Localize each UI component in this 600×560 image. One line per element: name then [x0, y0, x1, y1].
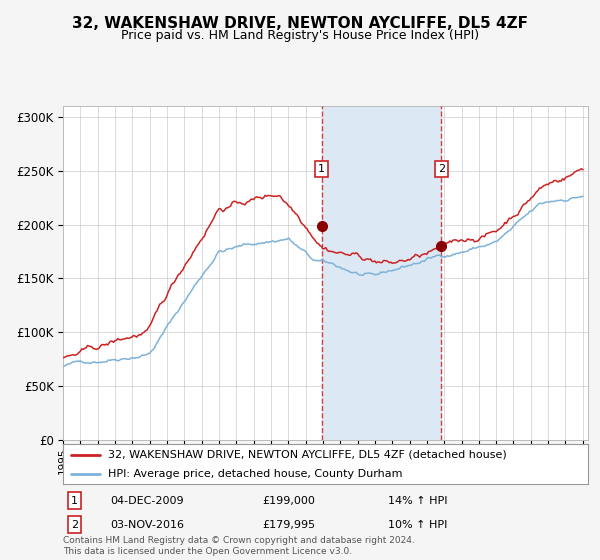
Text: 03-NOV-2016: 03-NOV-2016	[110, 520, 184, 530]
Text: £179,995: £179,995	[263, 520, 316, 530]
Text: 1: 1	[318, 164, 325, 174]
Text: 1: 1	[71, 496, 78, 506]
Text: £199,000: £199,000	[263, 496, 316, 506]
Text: 04-DEC-2009: 04-DEC-2009	[110, 496, 184, 506]
Text: Contains HM Land Registry data © Crown copyright and database right 2024.
This d: Contains HM Land Registry data © Crown c…	[63, 536, 415, 556]
Text: 32, WAKENSHAW DRIVE, NEWTON AYCLIFFE, DL5 4ZF: 32, WAKENSHAW DRIVE, NEWTON AYCLIFFE, DL…	[72, 16, 528, 31]
Text: 14% ↑ HPI: 14% ↑ HPI	[389, 496, 448, 506]
Text: 2: 2	[438, 164, 445, 174]
Text: HPI: Average price, detached house, County Durham: HPI: Average price, detached house, Coun…	[107, 469, 402, 478]
Bar	[322, 106, 442, 440]
Text: 32, WAKENSHAW DRIVE, NEWTON AYCLIFFE, DL5 4ZF (detached house): 32, WAKENSHAW DRIVE, NEWTON AYCLIFFE, DL…	[107, 450, 506, 460]
Text: 10% ↑ HPI: 10% ↑ HPI	[389, 520, 448, 530]
Text: Price paid vs. HM Land Registry's House Price Index (HPI): Price paid vs. HM Land Registry's House …	[121, 29, 479, 42]
Text: 2: 2	[71, 520, 78, 530]
